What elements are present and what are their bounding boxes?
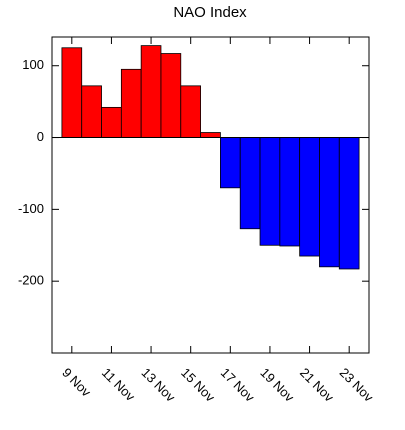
bar [239,137,261,230]
plot-frame [51,36,370,354]
bar [259,137,281,246]
bar [299,137,320,257]
bar [101,106,122,138]
bar [220,137,241,189]
x-tick-label: 21 Nov [297,365,337,405]
y-tick-label: 0 [37,129,44,144]
x-tick-label: 15 Nov [178,365,218,405]
bar [61,47,83,138]
bar [319,137,340,268]
bar [200,132,221,138]
y-tick-label: 100 [22,57,44,72]
bar [81,85,102,138]
bar [338,137,360,270]
x-tick-label: 11 Nov [99,365,138,404]
x-tick-label: 23 Nov [337,365,377,405]
chart-title: NAO Index [173,4,247,21]
bar [180,85,201,138]
bar [120,68,142,138]
x-tick-label: 17 Nov [218,365,258,405]
x-tick-label: 9 Nov [59,365,94,400]
bar [140,45,162,138]
bar [279,137,301,247]
y-tick-label: -100 [18,201,44,216]
x-tick-label: 19 Nov [257,365,297,405]
y-tick-label: -200 [18,273,44,288]
bar [160,53,182,138]
x-tick-label: 13 Nov [139,365,179,405]
